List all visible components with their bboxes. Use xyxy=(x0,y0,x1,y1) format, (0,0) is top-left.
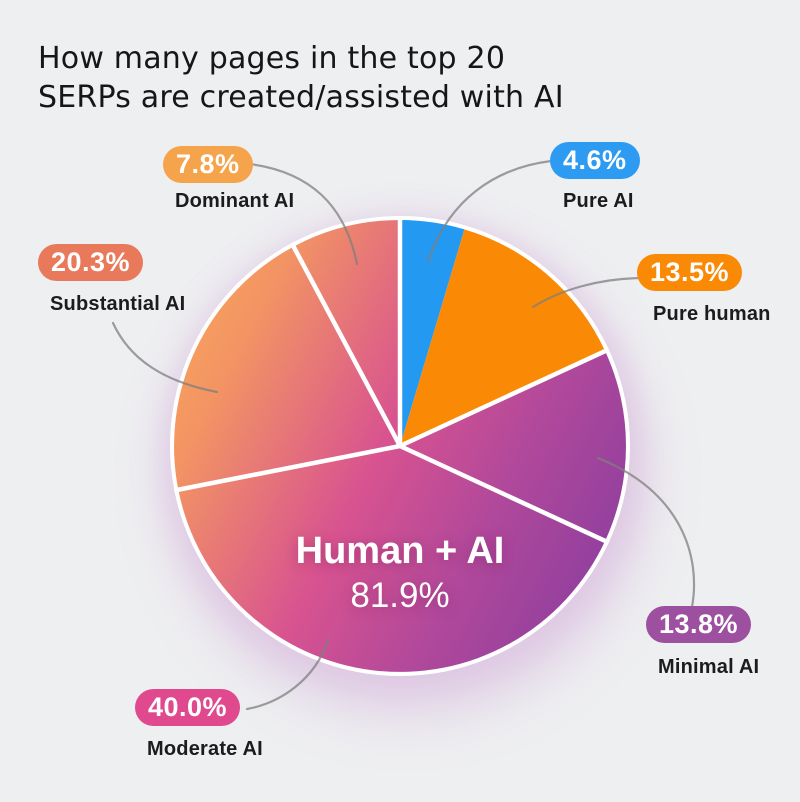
label-pure-human: Pure human xyxy=(653,303,771,325)
slice-minimal-ai[interactable] xyxy=(400,351,626,541)
page-title-line2: SERPs are created/assisted with AI xyxy=(38,79,564,115)
badge-pure-ai: 4.6% xyxy=(550,142,640,179)
slice-divider xyxy=(399,443,610,545)
connector-minimal-ai xyxy=(596,456,696,609)
badge-pure-human: 13.5% xyxy=(637,254,743,291)
connector-substantial-ai xyxy=(111,321,219,394)
label-dominant-ai: Dominant AI xyxy=(175,190,295,212)
page-title: How many pages in the top 20 SERPs are c… xyxy=(38,40,564,117)
label-moderate-ai: Moderate AI xyxy=(147,738,263,760)
connector-dominant-ai xyxy=(248,162,359,266)
label-pure-ai: Pure AI xyxy=(563,190,634,212)
connector-pure-human xyxy=(531,276,646,309)
slice-pure-human[interactable] xyxy=(400,229,606,446)
label-substantial-ai: Substantial AI xyxy=(50,293,186,315)
label-minimal-ai: Minimal AI xyxy=(658,656,760,678)
badge-dominant-ai: 7.8% xyxy=(163,146,253,183)
badge-substantial-ai: 20.3% xyxy=(38,244,144,281)
callout-connectors xyxy=(111,159,696,711)
slice-divider xyxy=(399,347,610,449)
pie-slices xyxy=(174,220,626,672)
badge-moderate-ai: 40.0% xyxy=(135,689,241,726)
slice-dominant-ai[interactable] xyxy=(293,220,400,446)
connector-moderate-ai xyxy=(245,638,330,711)
page-title-line1: How many pages in the top 20 xyxy=(38,41,506,76)
slice-divider xyxy=(173,443,401,493)
slice-pure-ai[interactable] xyxy=(400,220,465,446)
slice-dividers xyxy=(173,216,610,545)
slice-divider xyxy=(289,242,402,448)
badge-minimal-ai: 13.8% xyxy=(646,606,752,643)
connector-pure-ai xyxy=(426,159,553,264)
slice-substantial-ai[interactable] xyxy=(174,246,400,490)
slice-moderate-ai[interactable] xyxy=(178,446,606,672)
